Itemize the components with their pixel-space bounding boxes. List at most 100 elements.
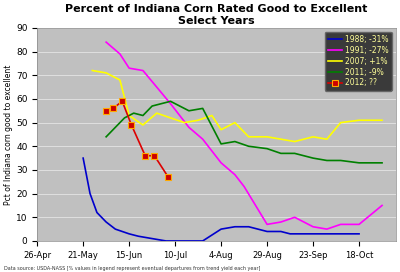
1991; -27% [186,126,191,129]
2007; +1% [140,123,145,126]
1991; -27% [118,52,122,55]
2007; +1% [232,121,237,124]
2011; -9% [177,104,182,108]
2011; -9% [292,152,297,155]
2011; -9% [186,109,191,112]
1988; -31% [265,230,270,233]
2011; -9% [122,116,127,119]
2011; -9% [357,161,362,165]
2011; -9% [265,147,270,150]
1991; -27% [380,204,384,207]
2011; -9% [246,145,251,148]
Title: Percent of Indiana Corn Rated Good to Excellent
Select Years: Percent of Indiana Corn Rated Good to Ex… [65,4,368,26]
2011; -9% [380,161,384,165]
2007; +1% [104,71,108,75]
2007; +1% [168,116,173,119]
Line: 1991; -27%: 1991; -27% [106,42,382,229]
1991; -27% [210,149,214,153]
2012; ?? [143,154,148,157]
2011; -9% [168,100,173,103]
1988; -31% [88,192,92,195]
2007; +1% [154,112,159,115]
2012; ?? [104,109,108,112]
Text: Data source: USDA-NASS [% values in legend represent eventual departures from tr: Data source: USDA-NASS [% values in lege… [4,266,260,271]
2012; ?? [152,154,157,157]
1988; -31% [104,220,108,224]
2007; +1% [182,121,187,124]
1991; -27% [338,223,343,226]
2012; ?? [111,107,116,110]
1988; -31% [246,225,251,228]
1991; -27% [292,216,297,219]
1991; -27% [200,138,205,141]
2007; +1% [311,135,316,138]
2011; -9% [338,159,343,162]
1991; -27% [177,114,182,117]
2007; +1% [219,128,224,131]
2007; +1% [196,119,200,122]
2007; +1% [246,135,251,138]
1988; -31% [338,232,343,236]
1991; -27% [154,85,159,89]
2007; +1% [210,114,214,117]
1991; -27% [324,227,329,231]
1991; -27% [104,41,108,44]
2011; -9% [104,135,108,138]
2007; +1% [324,138,329,141]
2011; -9% [278,152,283,155]
2011; -9% [140,114,145,117]
2011; -9% [324,159,329,162]
1991; -27% [242,185,246,188]
1988; -31% [232,225,237,228]
1988; -31% [219,227,224,231]
2011; -9% [131,112,136,115]
2011; -9% [232,140,237,143]
1991; -27% [278,220,283,224]
1991; -27% [140,69,145,72]
2007; +1% [265,135,270,138]
2007; +1% [278,138,283,141]
2007; +1% [292,140,297,143]
1988; -31% [200,239,205,243]
2007; +1% [357,119,362,122]
Line: 2011; -9%: 2011; -9% [106,101,382,163]
1988; -31% [94,211,99,214]
1988; -31% [113,227,118,231]
1988; -31% [173,239,178,243]
2012; ?? [129,123,134,126]
2007; +1% [127,114,132,117]
2007; +1% [90,69,95,72]
2007; +1% [380,119,384,122]
Y-axis label: Pct of Indiana corn good to excellent: Pct of Indiana corn good to excellent [4,64,13,205]
2011; -9% [311,156,316,160]
1988; -31% [288,232,292,236]
2007; +1% [338,121,343,124]
2007; +1% [118,78,122,82]
2012; ?? [120,100,125,103]
2011; -9% [200,107,205,110]
Line: 1988; -31%: 1988; -31% [83,158,359,241]
1991; -27% [311,225,316,228]
2011; -9% [150,104,154,108]
1988; -31% [186,239,191,243]
2011; -9% [159,102,164,105]
1991; -27% [357,223,362,226]
1988; -31% [357,232,362,236]
2011; -9% [113,126,118,129]
1991; -27% [127,67,132,70]
1991; -27% [168,102,173,105]
1991; -27% [265,223,270,226]
1988; -31% [311,232,316,236]
1991; -27% [219,161,224,165]
1991; -27% [232,173,237,176]
Line: 2012; ??: 2012; ?? [103,98,172,181]
1988; -31% [302,232,306,236]
2012; ?? [166,175,171,179]
2011; -9% [219,142,224,146]
1988; -31% [150,237,154,240]
1988; -31% [324,232,329,236]
1988; -31% [81,156,86,160]
Line: 2007; +1%: 2007; +1% [92,70,382,141]
1988; -31% [278,230,283,233]
1988; -31% [136,234,141,238]
